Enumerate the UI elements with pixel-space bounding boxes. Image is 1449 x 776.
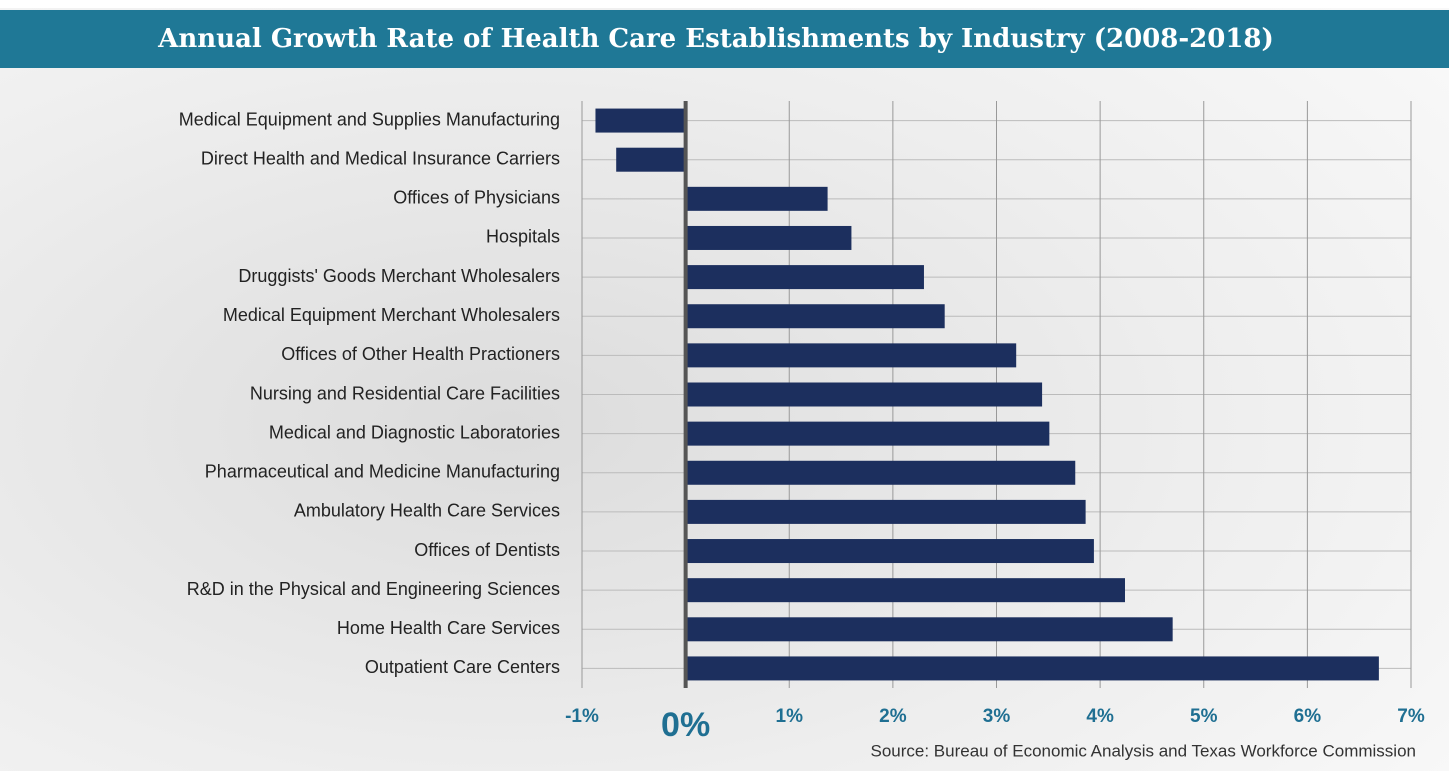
y-tick-label: Home Health Care Services [337,618,560,638]
y-tick-label: Druggists' Goods Merchant Wholesalers [238,266,560,286]
y-tick-label: Medical Equipment and Supplies Manufactu… [179,109,560,129]
x-tick-label: 3% [983,706,1011,727]
x-tick-label: 2% [879,706,907,727]
bar [685,304,945,329]
y-tick-label: Medical and Diagnostic Laboratories [269,422,560,442]
bar [685,343,1017,368]
bar [595,108,686,133]
y-tick-label: Outpatient Care Centers [365,657,560,677]
y-tick-label: Hospitals [486,227,560,247]
y-tick-label: Nursing and Residential Care Facilities [250,383,560,403]
bar [685,539,1094,564]
y-tick-label: Direct Health and Medical Insurance Carr… [201,148,560,168]
y-tick-label: Offices of Physicians [393,188,560,208]
x-tick-label: -1% [565,706,599,727]
bar [685,499,1086,524]
bar [685,186,828,211]
x-tick-label: 6% [1294,706,1322,727]
bar [685,265,924,290]
x-tick-label: 5% [1190,706,1218,727]
x-tick-label: 4% [1086,706,1114,727]
y-tick-label: Offices of Other Health Practioners [281,344,560,364]
bar [685,421,1050,446]
source-note: Source: Bureau of Economic Analysis and … [870,741,1416,760]
bar [685,656,1379,681]
bar [685,382,1043,407]
y-tick-label: Pharmaceutical and Medicine Manufacturin… [205,462,560,482]
title-bar [0,10,1449,68]
bar [685,460,1076,485]
x-tick-label: 1% [776,706,804,727]
bar [685,578,1125,603]
y-tick-label: Ambulatory Health Care Services [294,501,560,521]
x-tick-label: 7% [1397,706,1425,727]
bar [685,617,1173,642]
y-tick-label: R&D in the Physical and Engineering Scie… [187,579,560,599]
top-strip [0,0,1449,8]
bar [685,225,852,250]
y-tick-label: Medical Equipment Merchant Wholesalers [223,305,560,325]
x-tick-label: 0% [661,706,710,744]
y-tick-label: Offices of Dentists [414,540,560,560]
bar [616,147,686,172]
chart-title: Annual Growth Rate of Health Care Establ… [157,24,1274,54]
